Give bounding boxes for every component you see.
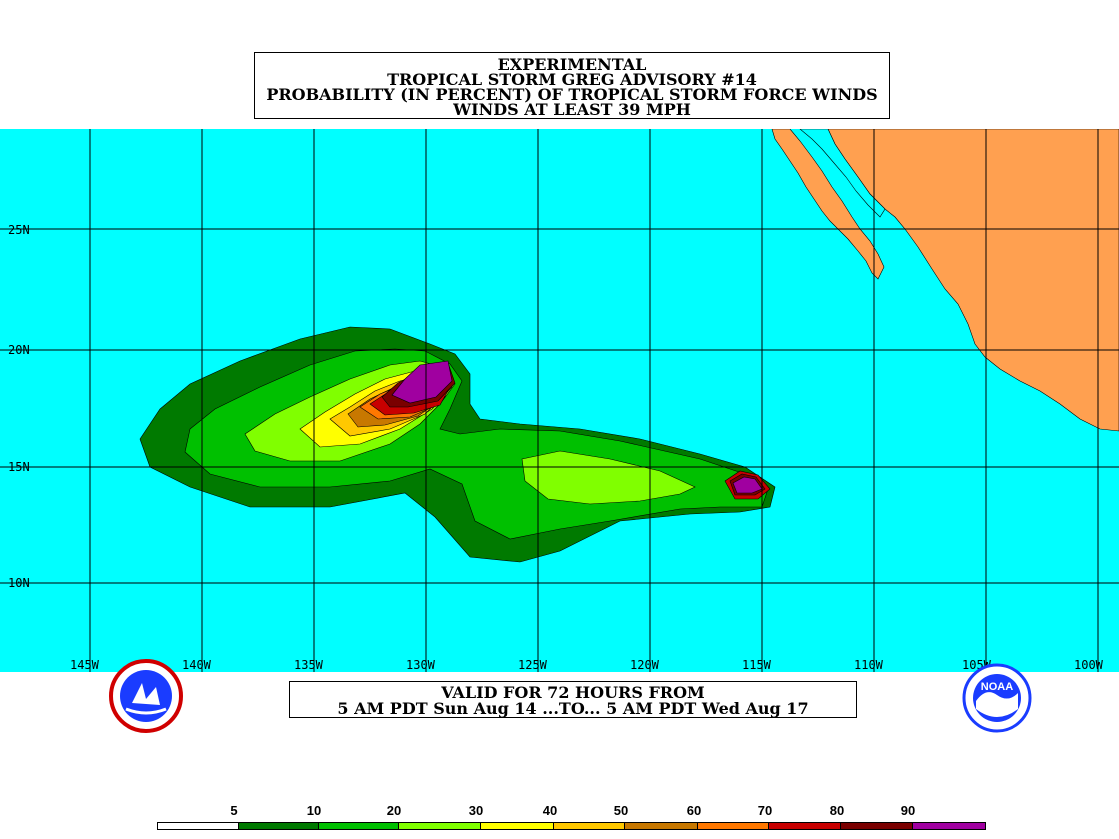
legend-swatch-6 (624, 822, 698, 830)
legend-label-50: 50 (613, 803, 629, 818)
title-line-4: WINDS AT LEAST 39 MPH (453, 100, 691, 119)
legend-swatch-2 (318, 822, 399, 830)
legend-swatch-10 (912, 822, 986, 830)
valid-line-2: 5 AM PDT Sun Aug 14 ...TO... 5 AM PDT We… (337, 699, 809, 718)
legend-swatch-4 (480, 822, 554, 830)
legend-label-20: 20 (386, 803, 402, 818)
legend-swatch-5 (553, 822, 625, 830)
lon-label-100w: 100W (1074, 658, 1103, 672)
title-line-2: TROPICAL STORM GREG ADVISORY #14 (387, 70, 757, 89)
legend-label-30: 30 (468, 803, 484, 818)
legend-swatch-8 (768, 822, 841, 830)
lon-label-140w: 140W (182, 658, 211, 672)
noaa-logo-text: NOAA (981, 681, 1013, 693)
probability-contours (139, 326, 776, 563)
title-line-3: PROBABILITY (IN PERCENT) OF TROPICAL STO… (266, 85, 878, 104)
lon-label-130w: 130W (406, 658, 435, 672)
legend-label-40: 40 (542, 803, 558, 818)
land-baja (771, 129, 885, 280)
legend-label-70: 70 (757, 803, 773, 818)
lon-label-120w: 120W (630, 658, 659, 672)
lat-lon-grid (0, 129, 1119, 672)
legend-swatch-0 (157, 822, 239, 830)
probability-map (0, 129, 1119, 672)
land-baja-gulf (799, 129, 886, 218)
lon-label-115w: 115W (742, 658, 771, 672)
map-title-box: EXPERIMENTAL TROPICAL STORM GREG ADVISOR… (254, 52, 890, 119)
lat-label-15n: 15N (8, 460, 30, 474)
lon-label-125w: 125W (518, 658, 547, 672)
valid-time-box: VALID FOR 72 HOURS FROM 5 AM PDT Sun Aug… (289, 681, 857, 718)
valid-line-1: VALID FOR 72 HOURS FROM (441, 683, 705, 702)
lat-label-25n: 25N (8, 223, 30, 237)
legend-swatch-9 (840, 822, 913, 830)
legend-swatch-3 (398, 822, 481, 830)
lat-label-20n: 20N (8, 343, 30, 357)
lat-label-10n: 10N (8, 576, 30, 590)
noaa-logo-icon: NOAA (962, 663, 1032, 733)
legend-label-80: 80 (829, 803, 845, 818)
legend-label-10: 10 (306, 803, 322, 818)
legend-label-90: 90 (900, 803, 916, 818)
legend-swatch-7 (697, 822, 769, 830)
title-line-1: EXPERIMENTAL (497, 55, 647, 74)
legend-label-5: 5 (230, 803, 238, 818)
lon-label-110w: 110W (854, 658, 883, 672)
legend-label-60: 60 (686, 803, 702, 818)
lon-label-145w: 145W (70, 658, 99, 672)
nws-logo-icon (109, 659, 183, 733)
legend-swatch-1 (238, 822, 319, 830)
lon-label-135w: 135W (294, 658, 323, 672)
